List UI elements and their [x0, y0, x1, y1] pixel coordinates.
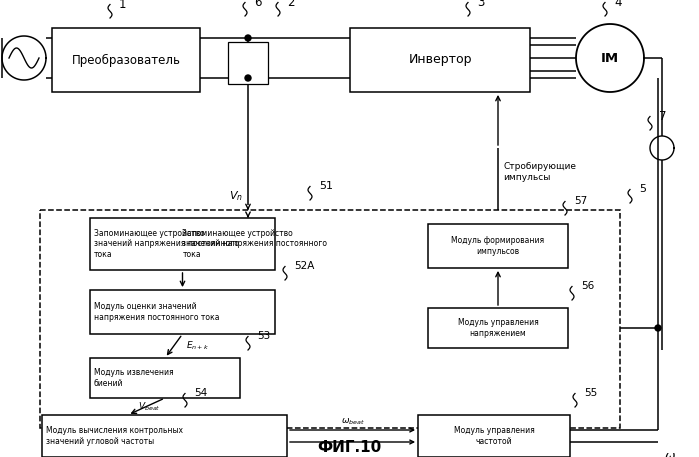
Text: Преобразователь: Преобразователь	[71, 53, 180, 67]
Text: Инвертор: Инвертор	[408, 53, 472, 67]
Bar	[52, 28, 200, 92]
Circle shape	[245, 35, 251, 41]
Bar	[40, 210, 620, 428]
Text: Модуль извлечения
биений: Модуль извлечения биений	[94, 368, 173, 388]
Text: IM: IM	[601, 52, 619, 64]
Bar	[350, 28, 530, 92]
Text: Запоминающее устройство
значений напряжения постоянного
тока: Запоминающее устройство значений напряже…	[182, 229, 328, 259]
Text: Стробирующие
импульсы: Стробирующие импульсы	[503, 162, 576, 182]
Text: 1: 1	[119, 0, 127, 11]
Text: Модуль оценки значений
напряжения постоянного тока: Модуль оценки значений напряжения постоя…	[94, 302, 219, 322]
Text: Модуль управления
напряжением: Модуль управления напряжением	[458, 318, 538, 338]
Text: 57: 57	[574, 196, 587, 206]
Text: 51: 51	[319, 181, 333, 191]
Text: Модуль управления
частотой: Модуль управления частотой	[454, 426, 534, 446]
Circle shape	[655, 325, 661, 331]
Text: $V_{beat}$: $V_{beat}$	[138, 400, 161, 413]
Circle shape	[245, 75, 251, 81]
Text: Запоминающее устройство
значений напряжения постоянного
тока: Запоминающее устройство значений напряже…	[94, 229, 239, 259]
Text: 56: 56	[581, 281, 594, 291]
Text: 55: 55	[584, 388, 597, 398]
Text: 54: 54	[194, 388, 207, 398]
Text: 7: 7	[659, 110, 667, 122]
Text: 5: 5	[639, 184, 646, 194]
Text: $\omega$: $\omega$	[664, 450, 676, 457]
Text: 53: 53	[257, 331, 271, 341]
Text: 2: 2	[287, 0, 294, 9]
Text: Модуль формирования
импульсов: Модуль формирования импульсов	[452, 236, 545, 256]
Bar	[42, 415, 287, 457]
Bar	[418, 415, 570, 457]
Text: 6: 6	[254, 0, 261, 9]
Text: 52A: 52A	[294, 261, 315, 271]
Text: $E_{n+k}$: $E_{n+k}$	[185, 340, 209, 352]
Bar	[90, 218, 275, 270]
Bar	[428, 308, 568, 348]
Text: Модуль вычисления контрольных
значений угловой частоты: Модуль вычисления контрольных значений у…	[46, 426, 183, 446]
Text: 3: 3	[477, 0, 484, 9]
Bar	[428, 224, 568, 268]
Bar	[228, 42, 268, 84]
Bar	[90, 358, 240, 398]
Text: ФИГ.10: ФИГ.10	[317, 440, 381, 455]
Text: 4: 4	[614, 0, 621, 9]
Bar	[90, 290, 275, 334]
Text: $\omega_{beat}$: $\omega_{beat}$	[340, 417, 364, 427]
Text: $V_n$: $V_n$	[229, 189, 243, 203]
